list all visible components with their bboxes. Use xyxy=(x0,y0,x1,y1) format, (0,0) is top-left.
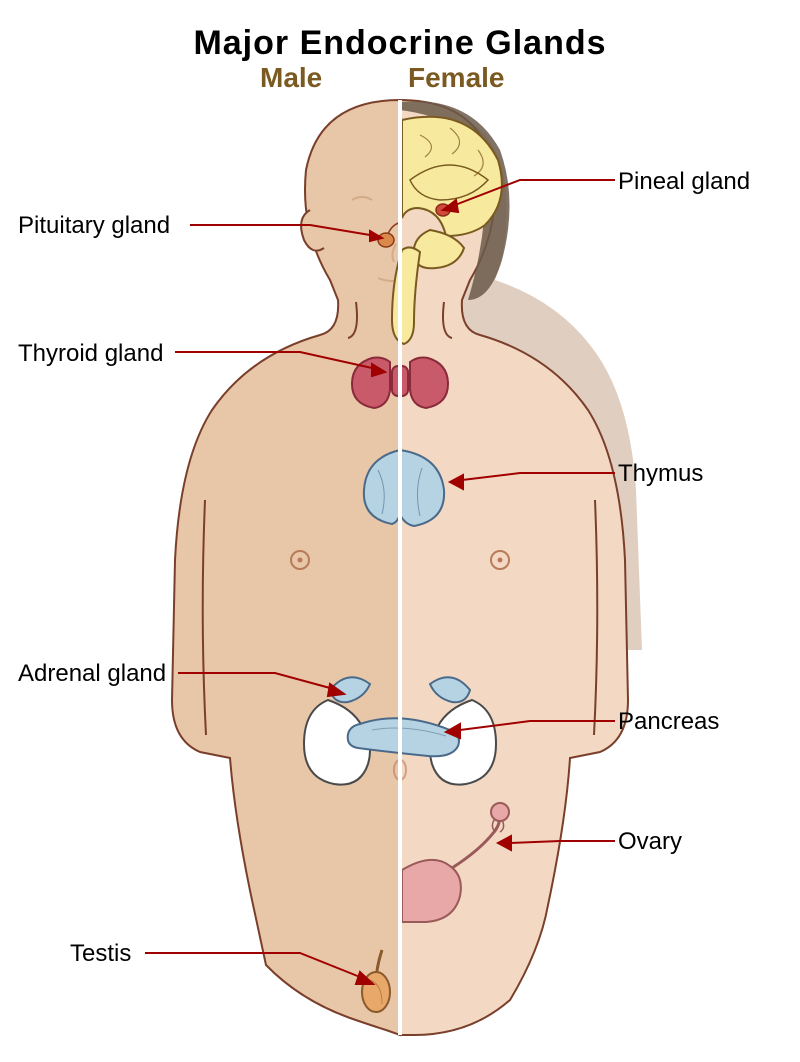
anatomy-svg xyxy=(0,0,800,1062)
diagram-canvas: Major Endocrine Glands Male Female xyxy=(0,0,800,1062)
male-nipple-dot xyxy=(298,558,303,563)
label-testis: Testis xyxy=(70,940,131,968)
label-pancreas: Pancreas xyxy=(618,708,719,736)
pituitary-organ xyxy=(378,233,394,247)
male-body-half xyxy=(172,100,400,1035)
label-pituitary: Pituitary gland xyxy=(18,212,170,240)
label-adrenal: Adrenal gland xyxy=(18,660,166,688)
label-ovary: Ovary xyxy=(618,828,682,856)
label-thymus: Thymus xyxy=(618,460,703,488)
female-nipple-dot xyxy=(498,558,503,563)
label-thyroid: Thyroid gland xyxy=(18,340,163,368)
label-pineal: Pineal gland xyxy=(618,168,750,196)
